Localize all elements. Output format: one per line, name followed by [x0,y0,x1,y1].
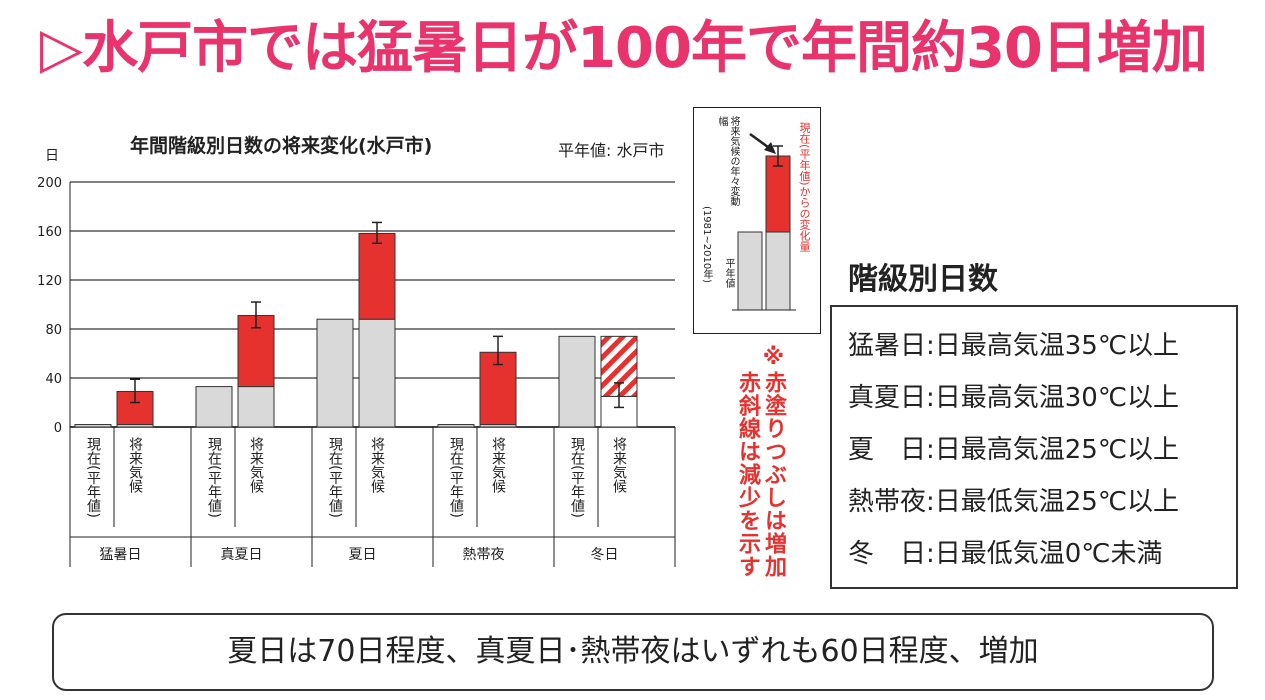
note-line-2: 赤斜線は減少を示す [735,371,760,578]
legend-row: 冬 日:日最低気温0℃未満 [848,539,1163,569]
y-tick-label: 0 [54,421,62,436]
x-category-label: 冬日 [591,547,619,563]
x-bar-label: 将来気候 [127,437,143,493]
y-tick-label: 40 [45,372,62,387]
summary-text: 夏日は70日程度、真夏日･熱帯夜はいずれも60日程度、増加 [227,634,1039,669]
x-bar-label: 現在(平年値) [327,437,343,518]
legend-row: 夏 日:日最高気温25℃以上 [848,435,1180,465]
x-bar-label: 将来気候 [611,437,627,493]
page-title: ▷水戸市では猛暑日が100年で年間約30日増加 [40,16,1208,81]
ref-label-change: 現在(平年値)からの変化量 [798,122,811,252]
legend-title: 階級別日数 [848,262,998,297]
legend-row: 熱帯夜:日最低気温25℃以上 [848,487,1180,517]
bar-future-base [237,386,275,428]
bar-future-increase [237,315,275,388]
x-bar-label: 将来気候 [369,437,385,493]
chart-title: 年間階級別日数の将来変化(水戸市) [130,134,432,157]
ref-change-bar [765,155,791,233]
bar-current [74,424,112,428]
x-bar-label: 将来気候 [248,437,264,493]
legend-row: 猛暑日:日最高気温35℃以上 [848,331,1180,361]
bar-chart: 年間階級別日数の将来変化(水戸市) 平年値: 水戸市 日 0 40 80 120 160… [37,134,676,567]
chart-subtitle: 平年値: 水戸市 [558,141,664,160]
bar-current [195,386,233,428]
y-axis-label: 日 [45,148,59,164]
ref-label-range: 将来気候の年々変動幅 [716,116,739,206]
reference-legend-box: 将来気候の年々変動幅 (1981~2010年) 平年値 現在(平年値)からの変化… [693,107,821,334]
ref-normal-bar [737,231,763,311]
x-bar-label: 現在(平年値) [85,437,101,518]
summary-box: 夏日は70日程度、真夏日･熱帯夜はいずれも60日程度、増加 [52,613,1214,691]
x-bar-label: 現在(平年値) [448,437,464,518]
x-bar-label: 現在(平年値) [206,437,222,518]
y-tick-label: 200 [37,176,62,191]
y-tick-label: 80 [45,323,62,338]
legend-box: 猛暑日:日最高気温35℃以上 真夏日:日最高気温30℃以上 夏 日:日最高気温2… [830,305,1238,589]
x-category-label: 夏日 [349,547,377,563]
x-bar-label: 現在(平年値) [569,437,585,518]
bar-current [437,424,475,428]
chart-note: ※赤塗りつぶしは増加 赤斜線は減少を示す [730,345,790,585]
bar-future-base [358,318,396,428]
x-category-label: 真夏日 [221,547,263,563]
y-tick-label: 120 [37,274,62,289]
x-category-label: 熱帯夜 [463,547,505,563]
bar-future-increase [358,232,396,320]
note-line-1: ※赤塗りつぶしは増加 [761,345,786,578]
ref-arrow-head [764,142,776,154]
y-tick-label: 160 [37,225,62,240]
bar-current [558,335,596,428]
ref-future-base-bar [765,231,791,311]
ref-label-normal: 平年値 [723,258,734,288]
bar-current [316,318,354,428]
ref-label-period: (1981~2010年) [701,206,712,284]
x-bar-label: 将来気候 [490,437,506,493]
legend-row: 真夏日:日最高気温30℃以上 [848,383,1180,413]
reference-diagram [732,132,796,311]
x-category-label: 猛暑日 [100,547,142,563]
